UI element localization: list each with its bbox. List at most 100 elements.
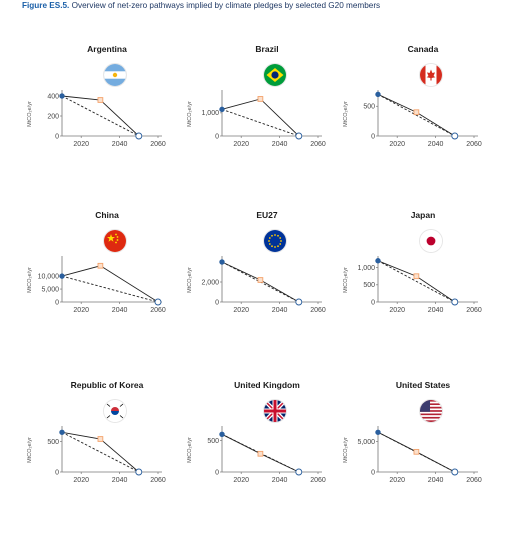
y-axis-label: MtCO₂e/yr [343, 267, 349, 293]
plot-brazil: 0 1,000 2020 2040 2060 MtCO₂e/yr [187, 90, 326, 148]
x-tick-label: 2040 [272, 307, 288, 314]
start-point-marker [375, 91, 381, 98]
target-2030-marker [413, 109, 420, 116]
y-tick-label: 0 [55, 133, 59, 140]
plot-canada: 0 500 2020 2040 2060 MtCO₂e/yr [343, 90, 482, 148]
y-tick-label: 0 [55, 469, 59, 476]
linear-pathway-line [61, 95, 140, 137]
net-zero-marker [451, 132, 459, 140]
panel-title: United States [395, 380, 451, 390]
plot-japan: 0 500 1,000 2020 2040 2060 MtCO₂e/yr [343, 256, 482, 314]
y-axis-label: MtCO₂e/yr [27, 267, 33, 293]
linear-pathway-line [61, 431, 140, 473]
x-tick-label: 2020 [233, 307, 249, 314]
x-tick-label: 2060 [310, 141, 326, 148]
start-point-marker [375, 258, 381, 264]
x-tick-label: 2060 [310, 477, 326, 484]
x-tick-label: 2060 [466, 477, 482, 484]
x-tick-label: 2040 [112, 141, 128, 148]
target-2030-marker [413, 273, 420, 280]
x-tick-label: 2020 [233, 141, 249, 148]
x-tick-label: 2040 [112, 477, 128, 484]
y-tick-label: 1,000 [201, 110, 219, 117]
panel-title: Canada [407, 44, 439, 54]
start-point-marker [375, 429, 381, 435]
panel-united-kingdom: United Kingdom 0 500 2020 2040 2060 MtCO₂e/yr [182, 380, 352, 540]
x-tick-label: 2060 [310, 307, 326, 314]
figure-title: Figure ES.5. Overview of net-zero pathwa… [22, 1, 380, 10]
panel-title: Japan [410, 210, 436, 220]
x-tick-label: 2040 [428, 307, 444, 314]
plot-argentina: 0 200 400 2020 2040 2060 MtCO₂e/yr [27, 90, 166, 148]
y-axis-label: MtCO₂e/yr [27, 101, 33, 127]
pledge-pathway-line [221, 98, 300, 137]
target-2030-marker [413, 448, 420, 455]
y-axis-label: MtCO₂e/yr [27, 437, 33, 463]
start-point-marker [59, 429, 65, 435]
y-tick-label: 500 [363, 104, 375, 111]
panel-title: Republic of Korea [70, 380, 144, 390]
x-tick-label: 2020 [389, 141, 405, 148]
panel-china: China 0 5,000 10,000 2020 2040 2060 MtCO₂e/yr [22, 210, 192, 370]
plot-republic-of-korea: 0 500 2020 2040 2060 MtCO₂e/yr [27, 426, 166, 484]
x-tick-label: 2040 [272, 477, 288, 484]
y-axis-label: MtCO₂e/yr [187, 101, 193, 127]
start-point-marker [219, 431, 225, 437]
plot-eu27: 0 2,000 2020 2040 2060 MtCO₂e/yr [187, 256, 326, 314]
y-axis-label: MtCO₂e/yr [343, 437, 349, 463]
linear-pathway-line [377, 93, 456, 137]
y-tick-label: 500 [363, 282, 375, 289]
net-zero-marker [135, 468, 143, 476]
y-tick-label: 0 [371, 469, 375, 476]
y-tick-label: 0 [371, 299, 375, 306]
net-zero-marker [451, 468, 459, 476]
panel-brazil: Brazil 0 1,000 2020 2040 2060 MtCO₂e/yr [182, 44, 352, 204]
panel-argentina: Argentina 0 200 400 2020 2040 2060 MtCO₂e/yr [22, 44, 192, 204]
net-zero-marker [295, 298, 303, 306]
x-tick-label: 2020 [389, 477, 405, 484]
canada-flag-icon [420, 64, 442, 86]
x-tick-label: 2020 [389, 307, 405, 314]
pledge-pathway-line [61, 265, 159, 303]
x-tick-label: 2060 [150, 307, 166, 314]
x-tick-label: 2040 [428, 141, 444, 148]
panel-title: United Kingdom [234, 380, 300, 390]
x-tick-label: 2020 [73, 477, 89, 484]
y-tick-label: 0 [215, 299, 219, 306]
japan-flag-icon [420, 230, 442, 252]
x-tick-label: 2020 [73, 141, 89, 148]
panel-japan: Japan 0 500 1,000 2020 2040 2060 MtCO₂e/yr [338, 210, 508, 370]
y-tick-label: 500 [207, 438, 219, 445]
y-tick-label: 0 [371, 133, 375, 140]
panel-canada: Canada 0 500 2020 2040 2060 MtCO₂e/yr [338, 44, 508, 204]
y-tick-label: 0 [55, 299, 59, 306]
brazil-flag-icon [264, 64, 286, 86]
eu-flag-icon [264, 230, 286, 252]
figure-label: Figure ES.5. [22, 1, 70, 10]
panel-title: Argentina [87, 44, 127, 54]
net-zero-marker [154, 298, 162, 306]
x-tick-label: 2020 [73, 307, 89, 314]
target-2030-marker [97, 97, 104, 103]
start-point-marker [219, 106, 225, 113]
korea-flag-icon [104, 400, 126, 422]
us-flag-icon [420, 400, 442, 422]
panel-title: EU27 [256, 210, 278, 220]
target-2030-marker [257, 277, 264, 283]
start-point-marker [219, 259, 225, 265]
net-zero-marker [295, 468, 303, 476]
panel-republic-of-korea: Republic of Korea 0 500 2020 2040 2060 MtCO₂e/… [22, 380, 192, 540]
x-tick-label: 2060 [150, 477, 166, 484]
x-tick-label: 2040 [272, 141, 288, 148]
target-2030-marker [257, 450, 264, 457]
net-zero-marker [135, 132, 143, 140]
x-tick-label: 2040 [112, 307, 128, 314]
start-point-marker [59, 93, 65, 99]
linear-pathway-line [61, 275, 159, 303]
target-2030-marker [257, 96, 264, 102]
y-tick-label: 0 [215, 133, 219, 140]
x-tick-label: 2020 [233, 477, 249, 484]
plot-united-kingdom: 0 500 2020 2040 2060 MtCO₂e/yr [187, 426, 326, 484]
y-tick-label: 2,000 [201, 279, 219, 286]
target-2030-marker [97, 436, 104, 442]
